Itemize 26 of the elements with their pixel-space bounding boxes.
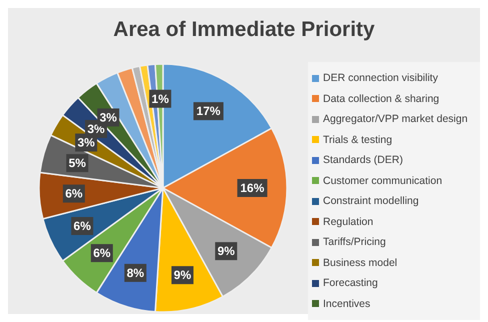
- legend-label: Customer communication: [323, 174, 442, 187]
- legend-label: DER connection visibility: [323, 72, 438, 84]
- data-label: 6%: [65, 186, 83, 201]
- data-label: 1%: [152, 92, 170, 106]
- legend-label: Aggregator/VPP market design: [323, 113, 468, 126]
- legend-label: Forecasting: [323, 277, 378, 290]
- data-label: 16%: [240, 181, 265, 195]
- legend-label: Standards (DER): [323, 154, 403, 166]
- legend-label: Incentives: [323, 298, 370, 310]
- data-label: 3%: [100, 110, 118, 124]
- data-label: 6%: [74, 219, 92, 234]
- legend-label: Regulation: [323, 216, 374, 228]
- legend-label: Tariffs/Pricing: [323, 236, 386, 248]
- data-label: 8%: [126, 266, 144, 280]
- data-label: 9%: [174, 268, 192, 282]
- data-label: 6%: [93, 246, 111, 260]
- data-label: 5%: [68, 156, 86, 170]
- legend-label: Trials & testing: [323, 134, 392, 146]
- data-label: 17%: [196, 104, 221, 118]
- legend-label: Constraint modelling: [323, 195, 419, 208]
- data-label: 3%: [87, 122, 106, 136]
- data-label: 3%: [77, 136, 96, 150]
- chart-title: Area of Immediate Priority: [112, 17, 376, 43]
- legend-label: Business model: [323, 256, 398, 269]
- data-label: 9%: [217, 244, 236, 258]
- legend-label: Data collection & sharing: [323, 92, 440, 105]
